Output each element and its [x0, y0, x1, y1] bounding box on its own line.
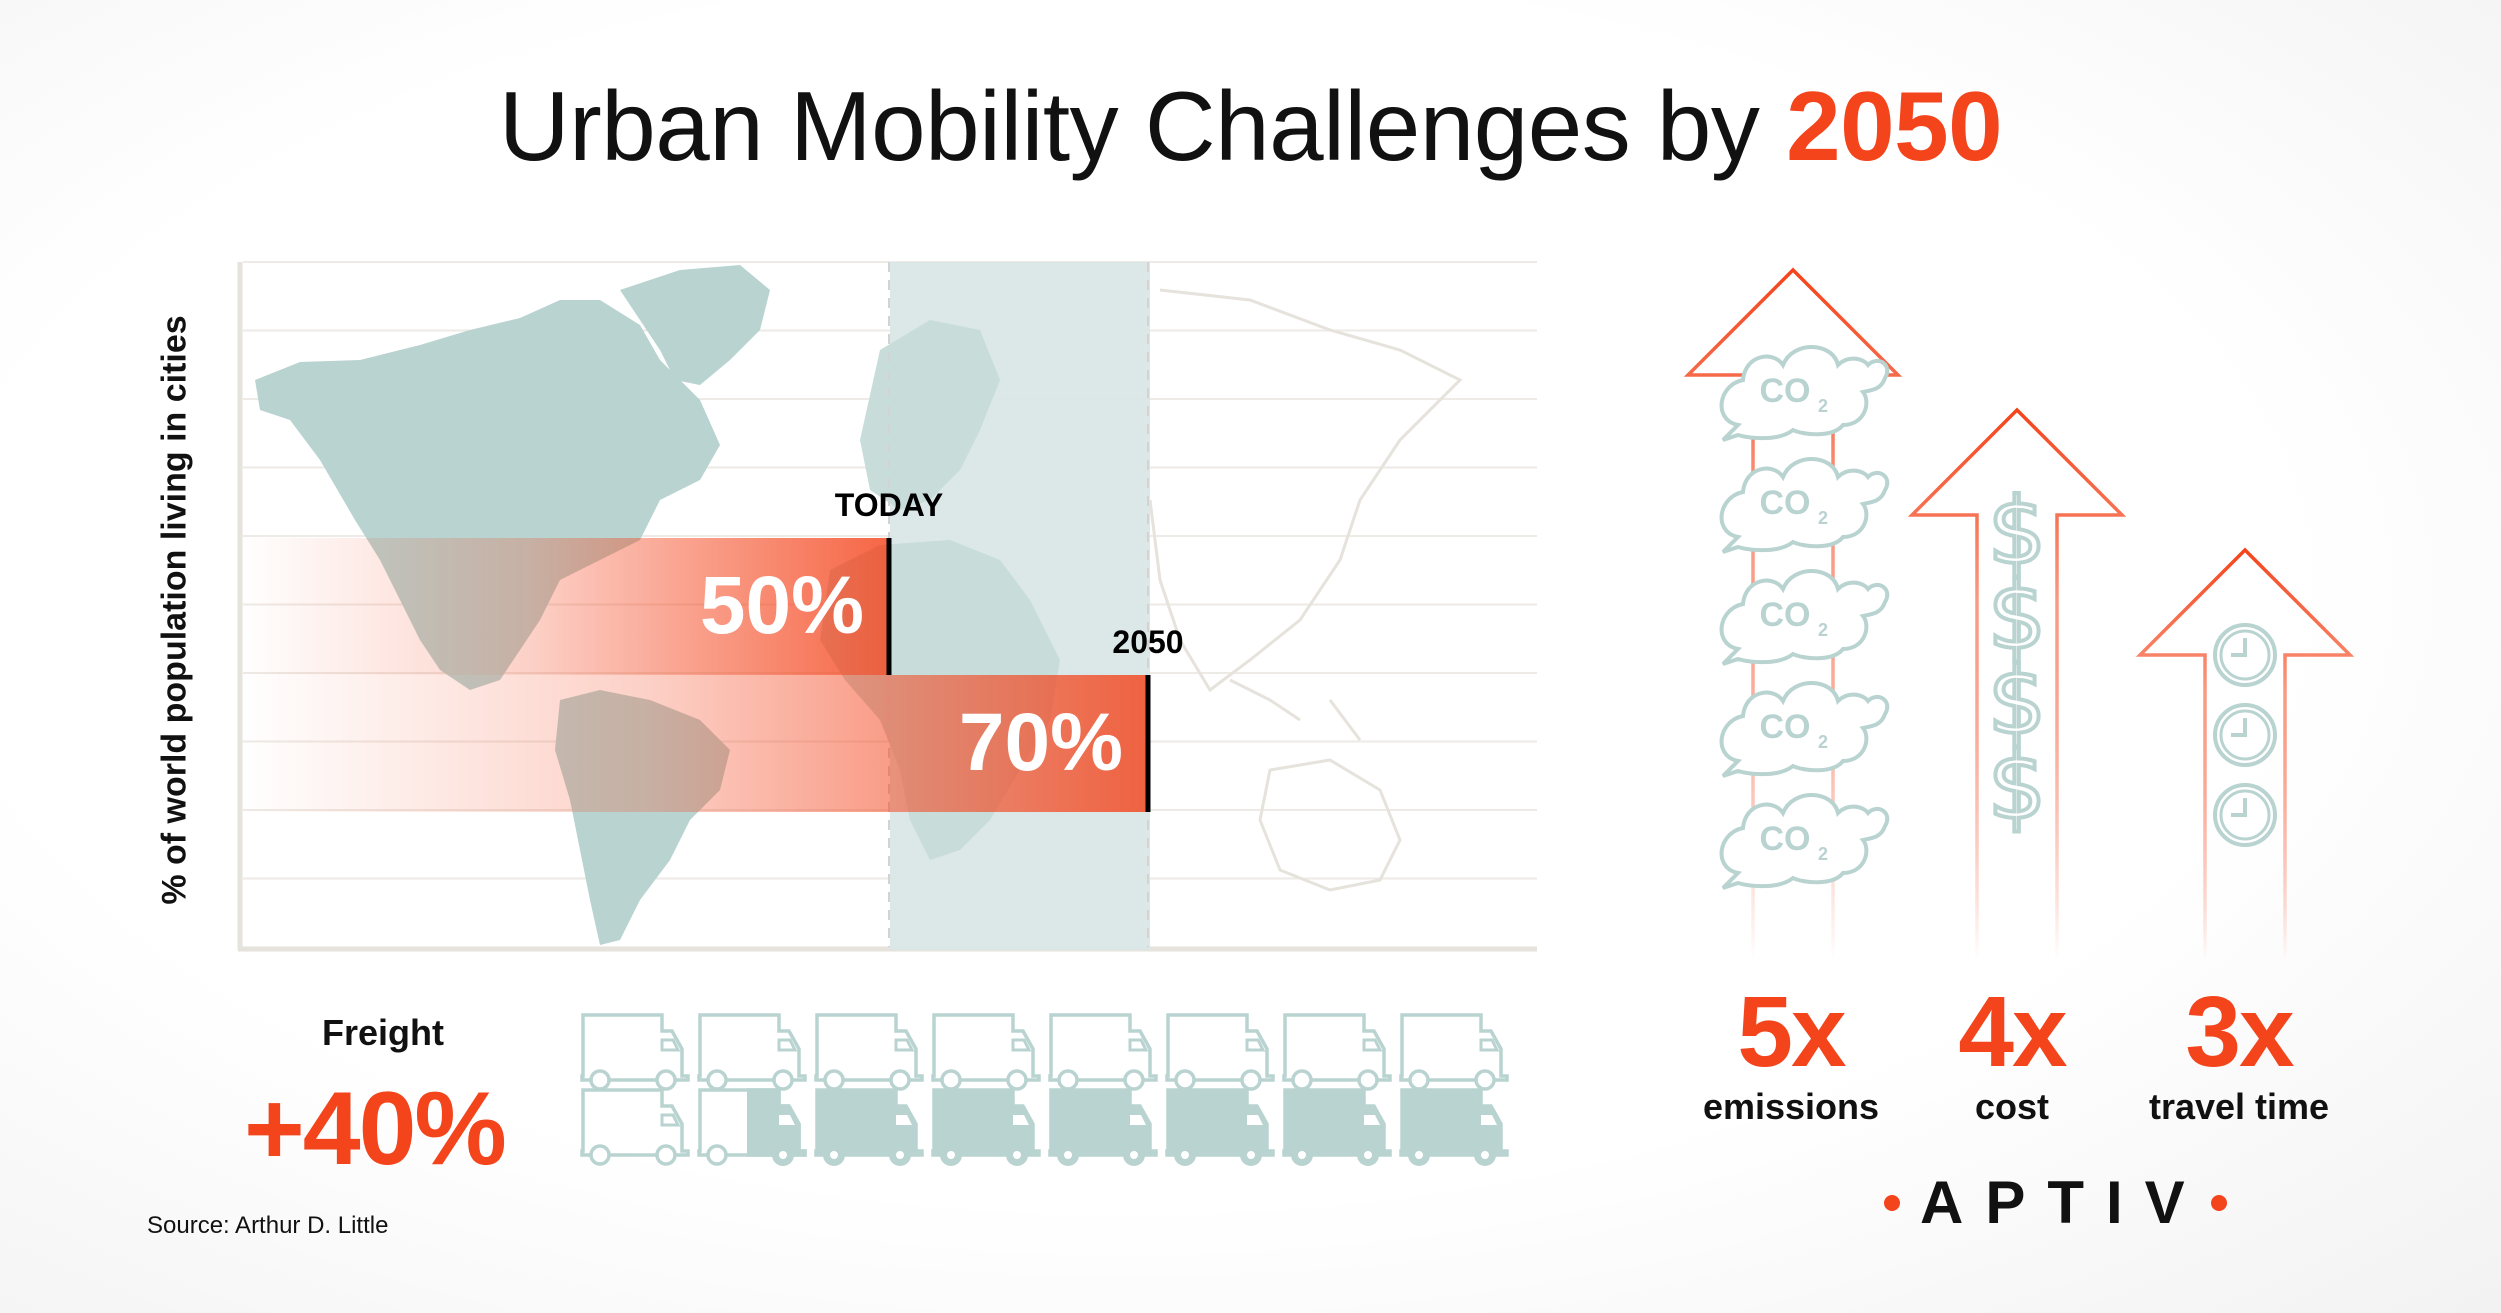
- truck-icon: [1282, 1013, 1392, 1091]
- stat-cost-label: cost: [1974, 1086, 2050, 1127]
- svg-text:$: $: [1988, 648, 2047, 755]
- svg-text:2: 2: [1818, 844, 1828, 864]
- truck-icon: [1399, 1013, 1509, 1091]
- freight-value: +40%: [244, 1071, 507, 1187]
- bar-value-label: 70%: [959, 697, 1123, 788]
- aptiv-logo: APTIV: [1884, 1168, 2227, 1237]
- svg-text:CO: CO: [1760, 372, 1811, 410]
- map-asia-islands-outline: [1229, 678, 1362, 741]
- truck-icon: [814, 1088, 924, 1168]
- truck-icon: [1048, 1013, 1158, 1091]
- dollar-icon: $: [1986, 561, 2049, 672]
- title-accent-year: 2050: [1786, 71, 2003, 181]
- truck-icon: [1165, 1088, 1275, 1168]
- map-australia-outline: [1258, 758, 1402, 892]
- stat-travel-time-label: travel time: [2148, 1086, 2330, 1127]
- bar-today: [240, 538, 889, 675]
- map-north-america: [255, 300, 720, 690]
- svg-text:2: 2: [1818, 620, 1828, 640]
- logo-dot-right: [2210, 1194, 2227, 1211]
- truck-icon: [1048, 1088, 1158, 1168]
- truck-icon: [1165, 1013, 1275, 1091]
- stat-emissions-multiplier: 5x: [1737, 976, 1846, 1088]
- svg-text:2: 2: [1818, 508, 1828, 528]
- category-label: 2050: [1112, 624, 1183, 660]
- stat-cost: 4x cost: [1882, 982, 2142, 1128]
- truck-icon: [1282, 1088, 1392, 1168]
- logo-wordmark: APTIV: [1920, 1169, 2207, 1236]
- freight-label: Freight: [322, 1012, 444, 1053]
- svg-text:$: $: [1988, 478, 2047, 585]
- svg-text:CO: CO: [1760, 484, 1811, 522]
- stat-travel-time-multiplier: 3x: [2185, 976, 2294, 1088]
- arrow-outline: [1907, 407, 2127, 960]
- truck-icon: [697, 1088, 807, 1168]
- map-greenland: [620, 265, 770, 385]
- truck-icon: [697, 1013, 807, 1091]
- arrow-travel-time: [2135, 547, 2355, 960]
- svg-text:2: 2: [1818, 396, 1828, 416]
- dollar-icon: $: [1986, 731, 2049, 842]
- clock-icon: [2213, 623, 2277, 687]
- truck-icon: [931, 1013, 1041, 1091]
- clock-icon: [2213, 783, 2277, 847]
- co2-cloud-icon: CO 2: [1719, 569, 1890, 666]
- stat-travel-time: 3x travel time: [2109, 982, 2369, 1128]
- arrow-emissions: CO 2 CO 2 CO 2 CO 2 CO 2: [1683, 267, 1903, 960]
- truck-icon: [1399, 1088, 1509, 1168]
- svg-text:CO: CO: [1760, 708, 1811, 746]
- truck-icon: [931, 1088, 1041, 1168]
- clock-icon: [2213, 703, 2277, 767]
- truck-icon: [580, 1013, 690, 1091]
- svg-text:$: $: [1988, 563, 2047, 670]
- stat-cost-multiplier: 4x: [1958, 976, 2067, 1088]
- source-note: Source: Arthur D. Little: [147, 1212, 389, 1239]
- truck-icon: [814, 1013, 924, 1091]
- map-europe: [860, 320, 1000, 510]
- logo-dot-left: [1884, 1194, 1900, 1211]
- bars: 50% TODAY 70% 2050: [240, 487, 1184, 812]
- bar-2050: [240, 675, 1148, 812]
- stat-emissions-label: emissions: [1702, 1086, 1880, 1127]
- svg-text:CO: CO: [1760, 596, 1811, 634]
- stat-arrows: CO 2CO 2CO 2CO 2CO 2$$$$: [1683, 267, 2355, 960]
- svg-text:CO: CO: [1760, 820, 1811, 858]
- co2-cloud-icon: CO 2: [1719, 345, 1890, 442]
- bar-value-label: 50%: [700, 560, 864, 651]
- svg-text:$: $: [1988, 733, 2047, 840]
- dollar-icon: $: [1986, 646, 2049, 757]
- title-text: Urban Mobility Challenges by: [498, 71, 1787, 181]
- co2-cloud-icon: CO 2: [1719, 793, 1890, 890]
- map-asia-outline: [1148, 288, 1463, 693]
- category-label: TODAY: [835, 487, 943, 523]
- stat-emissions: 5x emissions: [1661, 982, 1921, 1128]
- dollar-icon: $: [1986, 476, 2049, 587]
- co2-cloud-icon: CO 2: [1719, 681, 1890, 778]
- co2-cloud-icon: CO 2: [1719, 457, 1890, 554]
- page-title: Urban Mobility Challenges by 2050: [0, 70, 2501, 183]
- truck-icon: [580, 1088, 690, 1166]
- arrow-cost: $$$$: [1907, 407, 2127, 960]
- svg-text:2: 2: [1818, 732, 1828, 752]
- arrow-outline: [2135, 547, 2355, 960]
- freight-trucks: [580, 1013, 1509, 1168]
